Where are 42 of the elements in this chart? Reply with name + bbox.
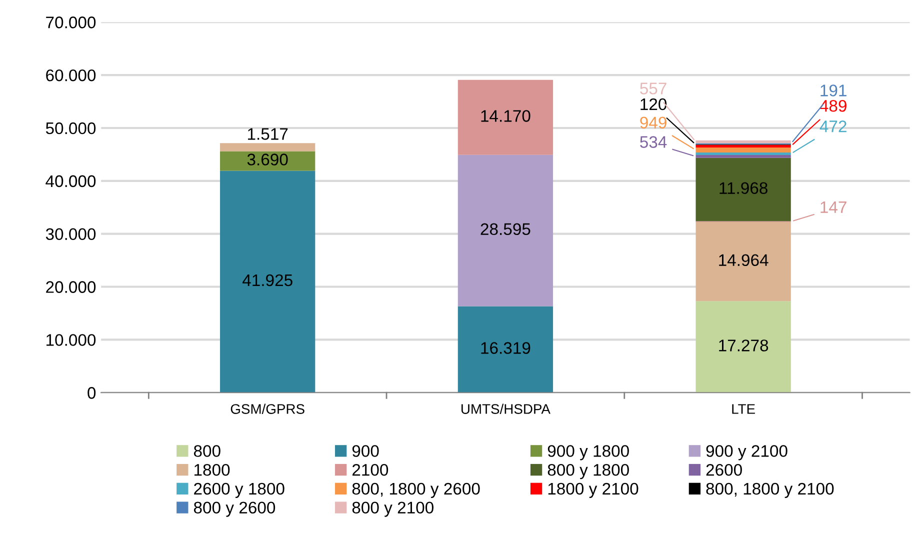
y-tick-label: 40.000 — [46, 175, 96, 188]
legend-label: 800 y 1800 — [548, 464, 629, 480]
data-label: 557 — [640, 82, 666, 94]
data-label: 147 — [820, 201, 846, 213]
data-label: 11.968 — [720, 182, 768, 194]
data-label: 17.278 — [719, 340, 768, 352]
data-label: 3.690 — [247, 154, 288, 166]
data-label: 16.319 — [481, 342, 530, 354]
data-label: 1.517 — [248, 128, 288, 140]
y-tick-label: 10.000 — [46, 334, 96, 346]
legend-label: 2600 y 1800 — [194, 482, 284, 498]
data-label: 41.925 — [242, 274, 292, 286]
x-tick-label: GSM/GPRS — [230, 404, 304, 414]
y-tick-label: 0 — [88, 387, 96, 399]
data-label: 534 — [640, 136, 667, 148]
y-tick-label: 70.000 — [46, 16, 96, 28]
legend-label: 2100 — [352, 464, 388, 476]
data-label: 14.170 — [481, 110, 530, 122]
y-tick-label: 60.000 — [46, 69, 96, 82]
legend-label: 800 y 2600 — [194, 502, 276, 517]
data-label: 28.595 — [480, 223, 530, 236]
legend-label: 1800 — [194, 464, 230, 476]
x-tick-label: UMTS/HSDPA — [462, 404, 550, 414]
data-label: 191 — [820, 84, 846, 96]
data-label: 949 — [640, 116, 666, 129]
data-label: 472 — [820, 120, 846, 132]
legend-label: 800, 1800 y 2100 — [706, 482, 834, 498]
legend-label: 2600 — [706, 464, 742, 476]
legend-label: 800 — [194, 445, 220, 457]
legend-label: 1800 y 2100 — [548, 482, 638, 498]
legend-label: 900 y 1800 — [548, 445, 629, 460]
y-tick-label: 20.000 — [46, 281, 96, 293]
y-tick-label: 50.000 — [46, 122, 96, 134]
data-label: 14.964 — [719, 254, 768, 266]
data-label: 489 — [820, 100, 846, 112]
legend-label: 900 — [352, 445, 379, 457]
x-tick-label: LTE — [732, 404, 755, 414]
legend-label: 800, 1800 y 2600 — [352, 482, 480, 498]
data-label: 120 — [640, 98, 667, 110]
y-tick-label: 30.000 — [46, 228, 96, 240]
legend-label: 800 y 2100 — [352, 502, 434, 517]
legend-label: 900 y 2100 — [706, 445, 788, 460]
